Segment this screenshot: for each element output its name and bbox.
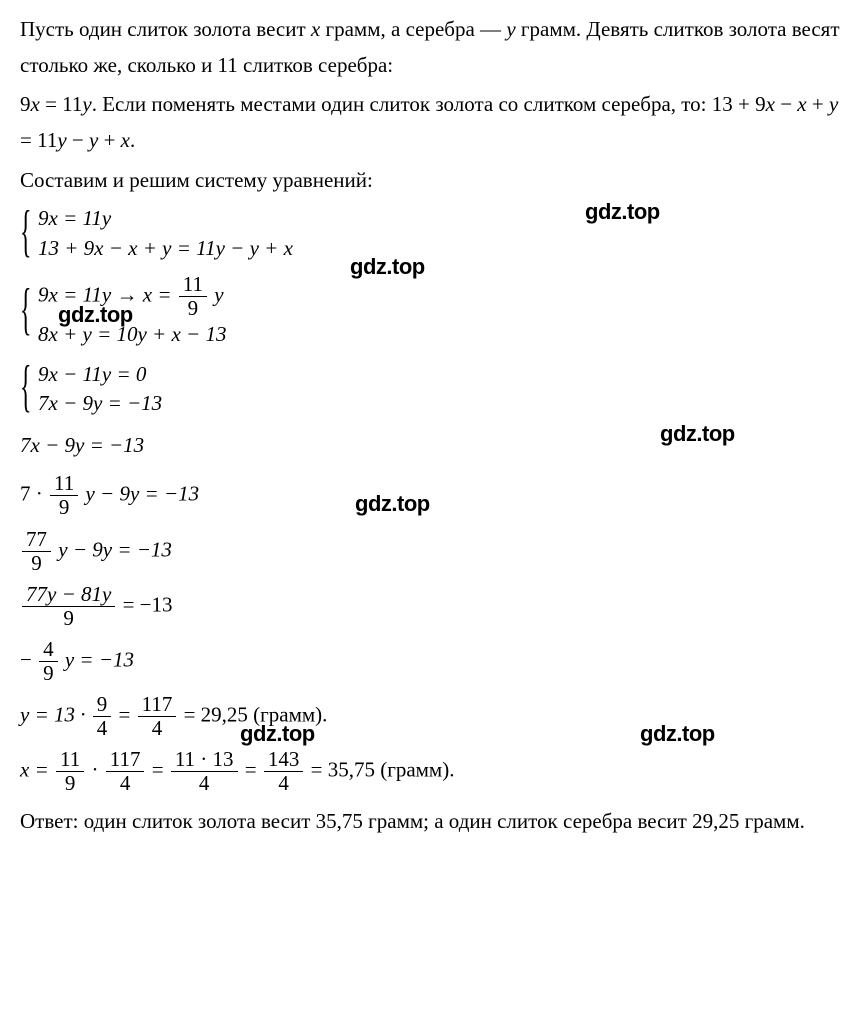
var: x: [121, 128, 130, 152]
var: y: [82, 92, 91, 116]
numerator: 117: [106, 748, 145, 772]
text: 7 ·: [20, 482, 48, 506]
equation: 7x − 9y = −13: [20, 427, 848, 465]
system-1: 9x = 11y 13 + 9x − x + y = 11y − y + x: [20, 204, 848, 263]
text: +: [807, 92, 829, 116]
text: =: [113, 703, 135, 727]
numerator: 117: [138, 693, 177, 717]
numerator: 11: [50, 472, 78, 496]
var-x: x: [311, 17, 320, 41]
text: = 29,25 (грамм).: [178, 703, 327, 727]
text: 9x = 11y → x =: [38, 283, 177, 307]
text: ·: [86, 758, 104, 782]
fraction: 49: [39, 638, 58, 685]
denominator: 4: [93, 717, 112, 740]
denominator: 9: [179, 297, 207, 320]
numerator: 143: [264, 748, 304, 772]
fraction: 1434: [264, 748, 304, 795]
system-2: 9x = 11y → x = 119 y 8x + y = 10y + x − …: [20, 273, 848, 350]
numerator: 77: [22, 528, 51, 552]
system-line: 9x = 11y → x = 119 y: [38, 273, 848, 320]
denominator: 9: [22, 552, 51, 575]
text: +: [98, 128, 120, 152]
text: −: [775, 92, 797, 116]
var: x: [766, 92, 775, 116]
text: = −13: [117, 592, 172, 616]
text: = 11: [40, 92, 83, 116]
denominator: 4: [171, 772, 238, 795]
text: = 11: [20, 128, 57, 152]
text: =: [240, 758, 262, 782]
equation: 7 · 119 y − 9y = −13: [20, 472, 848, 519]
denominator: 4: [138, 717, 177, 740]
text: Пусть один слиток золота весит: [20, 17, 311, 41]
fraction: 1174: [106, 748, 145, 795]
var: x: [797, 92, 806, 116]
fraction: 119: [179, 273, 207, 320]
equation: 77y − 81y9 = −13: [20, 583, 848, 630]
fraction: 1174: [138, 693, 177, 740]
var: y: [89, 128, 98, 152]
numerator: 9: [93, 693, 112, 717]
equation-paragraph: 9x = 11y. Если поменять местами один сли…: [20, 87, 848, 158]
equation: 779 y − 9y = −13: [20, 528, 848, 575]
text: = 35,75 (грамм).: [305, 758, 454, 782]
system-line: 13 + 9x − x + y = 11y − y + x: [38, 234, 848, 263]
fraction: 119: [50, 472, 78, 519]
text: −: [67, 128, 89, 152]
system-line: 9x − 11y = 0: [38, 360, 848, 389]
system-line: 7x − 9y = −13: [38, 389, 848, 418]
intro-paragraph: Пусть один слиток золота весит x грамм, …: [20, 12, 848, 83]
fraction: 779: [22, 528, 51, 575]
text: =: [146, 758, 168, 782]
numerator: 4: [39, 638, 58, 662]
answer-text: Ответ: один слиток золота весит 35,75 гр…: [20, 804, 848, 840]
var: y: [829, 92, 838, 116]
text: −: [20, 647, 37, 671]
var: y: [57, 128, 66, 152]
fraction: 94: [93, 693, 112, 740]
system-line: 9x = 11y: [38, 204, 848, 233]
numerator: 77y − 81y: [22, 583, 115, 607]
var-y: y: [506, 17, 515, 41]
text: . Если поменять местами один слиток золо…: [92, 92, 766, 116]
equation: y = 13 · 94 = 1174 = 29,25 (грамм).: [20, 693, 848, 740]
denominator: 9: [39, 662, 58, 685]
equation: − 49 y = −13: [20, 638, 848, 685]
text: 9: [20, 92, 31, 116]
fraction: 119: [56, 748, 84, 795]
denominator: 9: [50, 496, 78, 519]
text: y − 9y = −13: [53, 537, 172, 561]
text: x =: [20, 758, 54, 782]
denominator: 9: [56, 772, 84, 795]
equation: x = 119 · 1174 = 11 · 134 = 1434 = 35,75…: [20, 748, 848, 795]
numerator: 11: [56, 748, 84, 772]
denominator: 4: [264, 772, 304, 795]
text: .: [130, 128, 135, 152]
text: y: [209, 283, 224, 307]
numerator: 11 · 13: [171, 748, 238, 772]
text: y = −13: [60, 647, 134, 671]
numerator: 11: [179, 273, 207, 297]
denominator: 9: [22, 607, 115, 630]
fraction: 77y − 81y9: [22, 583, 115, 630]
system-3: 9x − 11y = 0 7x − 9y = −13: [20, 360, 848, 419]
text: y = 13 ·: [20, 703, 91, 727]
system-line: 8x + y = 10y + x − 13: [38, 320, 848, 349]
text: y − 9y = −13: [80, 482, 199, 506]
text: грамм, а серебра —: [320, 17, 506, 41]
fraction: 11 · 134: [171, 748, 238, 795]
compose-text: Составим и решим систему уравнений:: [20, 163, 848, 199]
var: x: [31, 92, 40, 116]
denominator: 4: [106, 772, 145, 795]
